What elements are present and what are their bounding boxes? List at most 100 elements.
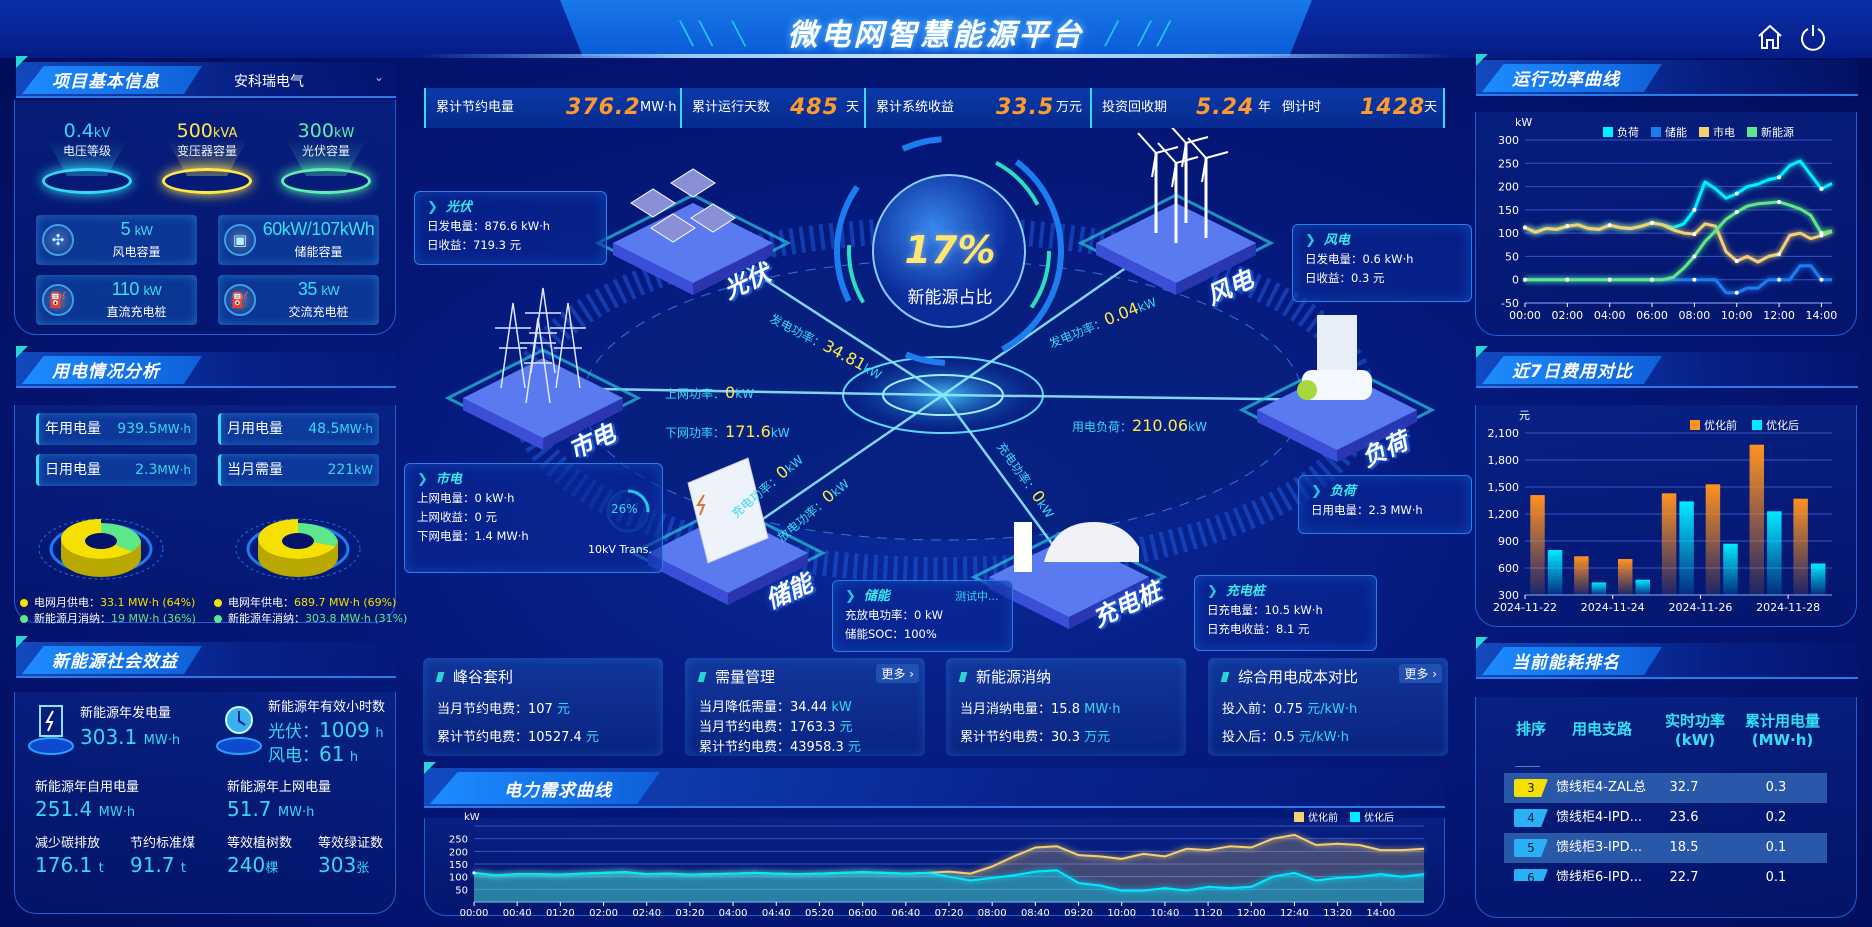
flow-grid-down: 下网功率：171.6kW: [665, 422, 790, 441]
data-point: [1734, 191, 1739, 196]
summary-card: 峰谷套利 当月节约电费：107 元累计节约电费：10527.4 元: [423, 658, 663, 756]
y-axis-label: 元: [1519, 409, 1530, 422]
data-point: [1819, 231, 1824, 236]
info-row: 日收益：0.3 元: [1305, 271, 1385, 285]
donut-hole: [282, 533, 314, 549]
capacity-box: ▣ 60kW/107kWh 储能容量: [218, 215, 379, 265]
data-point: [1692, 207, 1697, 212]
data-point: [1734, 210, 1739, 215]
data-point: [1565, 224, 1570, 229]
legend-dot-icon: [20, 615, 28, 623]
x-tick-label: 08:00: [978, 908, 1007, 919]
renewable-ratio-label: 新能源占比: [907, 288, 993, 308]
x-tick-label: 02:00: [589, 908, 618, 919]
company-select[interactable]: 安科瑞电气: [234, 74, 304, 90]
x-tick-label: 08:00: [1679, 309, 1711, 322]
node-label-grid: 市电: [564, 418, 620, 465]
x-tick-label: 10:40: [1150, 908, 1179, 919]
data-point: [1692, 277, 1697, 282]
x-tick-label: 00:40: [503, 908, 532, 919]
data-point: [472, 871, 476, 875]
card-row: 当月节约电费：107 元: [437, 702, 570, 717]
ranking-column-header: 实时功率 (kW): [1665, 712, 1726, 749]
x-tick-label: 02:40: [632, 908, 661, 919]
more-button[interactable]: 更多 ›: [876, 664, 919, 683]
summary-payback: 投资回收期 5.24 年倒计时 1428 天: [1090, 88, 1445, 128]
x-tick-label: 14:00: [1806, 309, 1838, 322]
x-tick-label: 00:00: [460, 908, 489, 919]
info-row: 日充电收益：8.1 元: [1207, 622, 1310, 636]
donut-legend-item: 电网月供电：33.1 MW·h (64%): [20, 594, 195, 610]
power-curve-header: 运行功率曲线: [1476, 54, 1858, 96]
flow-line: [942, 393, 1338, 402]
more-button[interactable]: 更多 ›: [1399, 664, 1442, 683]
x-tick-label: 14:00: [1366, 908, 1395, 919]
data-point: [1777, 199, 1782, 204]
bar-优化前: [1793, 498, 1808, 595]
bar-优化后: [1810, 563, 1826, 595]
coal-label: 节约标准煤: [130, 836, 196, 851]
home-icon[interactable]: [1755, 22, 1785, 52]
storage-status: 测试中...: [955, 590, 999, 603]
legend-label: 负荷: [1617, 125, 1639, 139]
summary-card: 新能源消纳 当月消纳电量：15.8 MW·h 累计节约电费：30.3 万元: [946, 658, 1186, 756]
x-tick-label: 06:00: [1636, 309, 1668, 322]
power-icon[interactable]: [1798, 22, 1828, 52]
bar-优化后: [1679, 501, 1694, 595]
flow-line: [727, 393, 944, 545]
legend-label: 新能源: [1761, 125, 1794, 139]
ring-stat: 300kW 光伏容量: [297, 120, 355, 158]
y-tick-label: -50: [1501, 297, 1519, 310]
rank-badge: 4: [1514, 809, 1548, 827]
node-label-wind: 风电: [1202, 264, 1258, 311]
y-tick-label: 250: [449, 835, 468, 846]
y-tick-label: 1,200: [1488, 508, 1520, 521]
power-tower-icon: [495, 287, 586, 404]
legend-dot-icon: [214, 599, 222, 607]
x-tick-label: 09:20: [1064, 908, 1093, 919]
project-info-header: 项目基本信息 安科瑞电气 ⌄: [16, 56, 396, 98]
bar-优化后: [1591, 582, 1607, 595]
ranking-row[interactable]: 6 馈线柜6-IPD... 22.7 0.1: [1504, 863, 1827, 881]
ranking-row[interactable]: 3 馈线柜4-ZAL总 32.7 0.3: [1504, 773, 1827, 803]
flow-grid-up: 上网功率：0kW: [665, 383, 755, 402]
panel-title: 新能源社会效益: [52, 652, 178, 672]
legend-swatch: [1690, 420, 1700, 430]
ranking-row[interactable]: 5 馈线柜3-IPD... 18.5 0.1: [1504, 833, 1827, 863]
card-row: 累计节约电费：30.3 万元: [960, 730, 1111, 745]
x-tick-label: 04:00: [719, 908, 748, 919]
renewable-ratio: 17%: [904, 228, 996, 272]
node-label-load: 负荷: [1357, 426, 1413, 473]
x-tick-label: 00:00: [1509, 309, 1541, 322]
legend-swatch: [1350, 812, 1360, 822]
wind-hours: 风电：61 h: [268, 742, 359, 766]
card-row: 投入后：0.5 元/kW·h: [1222, 730, 1349, 745]
bar-优化前: [1749, 444, 1765, 595]
bar-优化后: [1723, 543, 1738, 595]
ring-stat: 0.4kV 电压等级: [62, 120, 111, 158]
y-tick-label: 250: [1498, 157, 1519, 170]
social-benefit-header: 新能源社会效益: [16, 636, 396, 678]
corner-icon: [1476, 637, 1488, 649]
data-point: [1565, 277, 1570, 282]
node-label-pv: 光伏: [719, 258, 775, 305]
battery-icon: ▣: [224, 224, 256, 256]
cert-label: 等效绿证数: [318, 836, 384, 851]
card-row: 累计节约电费：10527.4 元: [437, 730, 599, 745]
x-tick-label: 06:40: [891, 908, 920, 919]
carbon-value: 176.1 t: [35, 853, 104, 877]
title-decoration-left: ╲╲ ╲: [680, 22, 752, 47]
y-tick-label: 300: [1498, 589, 1519, 602]
chevron-down-icon[interactable]: ⌄: [374, 70, 385, 84]
corner-icon: [16, 346, 28, 358]
ranking-list[interactable]: 3 馈线柜4-ZAL总 32.7 0.3 4 馈线柜4-IPD... 23.6 0.2 5 馈线柜…: [1504, 772, 1827, 881]
ranking-panel: [1475, 697, 1857, 918]
usage-analysis-header: 用电情况分析: [16, 346, 396, 388]
trees-value: 240棵: [227, 853, 279, 877]
info-row: 日发电量：0.6 kW·h: [1305, 252, 1414, 266]
legend-swatch: [1294, 812, 1304, 822]
panel-title: 当前能耗排名: [1512, 653, 1620, 673]
title-decoration-right: ╱ ╱╱: [1105, 22, 1177, 47]
x-tick-label: 01:20: [546, 908, 575, 919]
ranking-row[interactable]: 4 馈线柜4-IPD... 23.6 0.2: [1504, 803, 1827, 833]
